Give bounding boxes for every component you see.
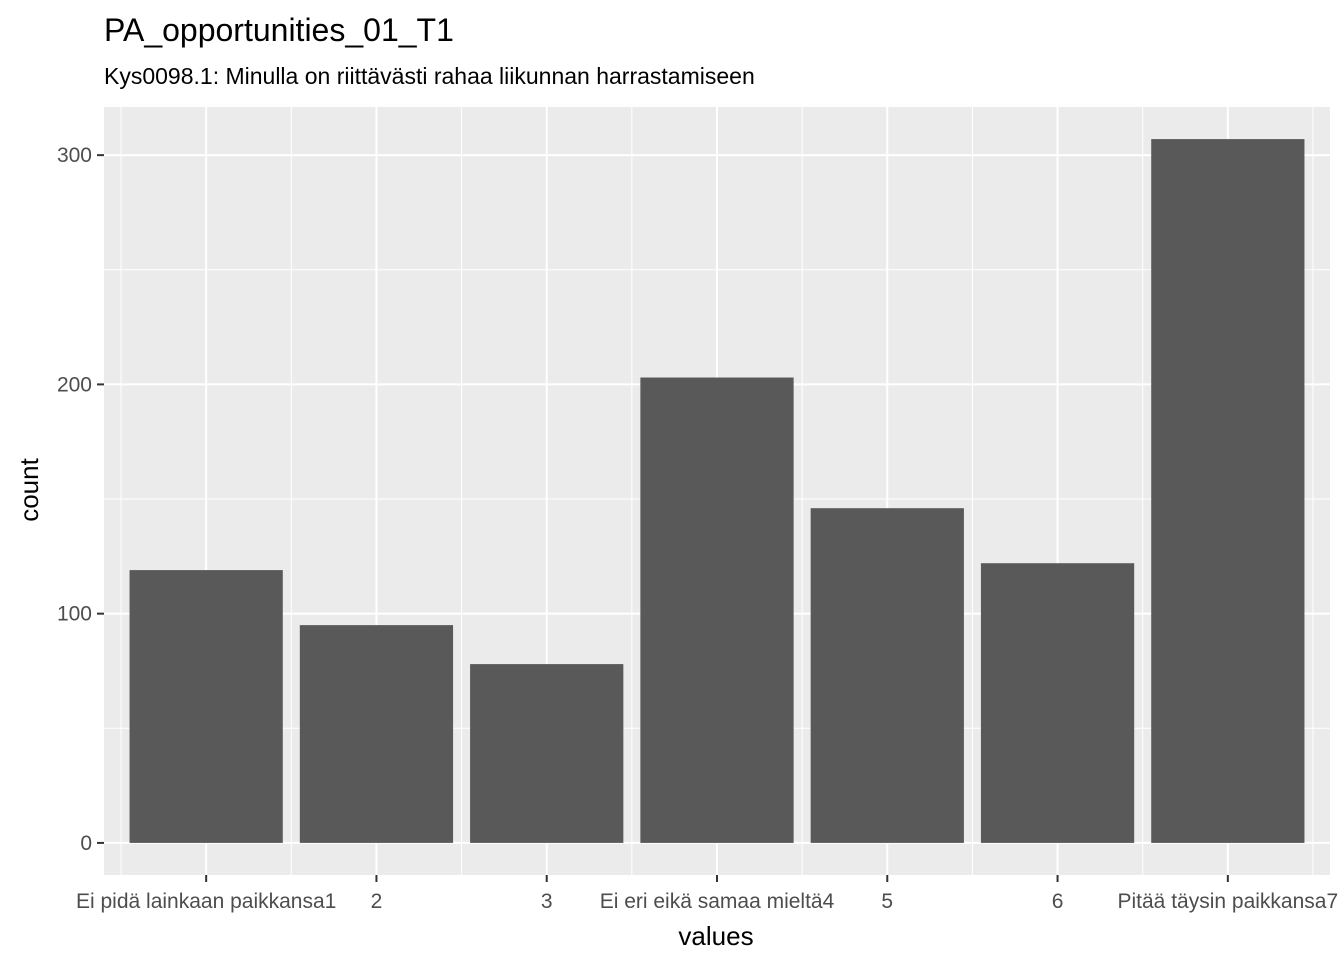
y-tick-label: 100: [57, 603, 92, 626]
x-axis: Ei pidä lainkaan paikkansa1 2 3 Ei eri eikä…: [76, 875, 1338, 913]
y-axis: 0 100 200 300: [57, 144, 104, 855]
chart-title: PA_opportunities_01_T1: [104, 12, 454, 48]
x-tick-label: 6: [1052, 890, 1064, 913]
y-tick-label: 200: [57, 373, 92, 396]
x-tick-label: Ei pidä lainkaan paikkansa1: [76, 890, 336, 913]
y-tick-label: 0: [80, 832, 92, 855]
bar: [470, 664, 624, 843]
bar: [129, 570, 283, 843]
bars-group: [129, 139, 1305, 843]
bar: [810, 508, 964, 843]
bar: [1151, 139, 1305, 843]
y-axis-title: count: [14, 457, 44, 521]
x-tick-label: 5: [881, 890, 893, 913]
x-tick-label: Pitää täysin paikkansa7: [1118, 890, 1339, 913]
x-tick-label: Ei eri eikä samaa mieltä4: [600, 890, 835, 913]
chart-subtitle: Kys0098.1: Minulla on riittävästi rahaa …: [104, 63, 755, 89]
bar: [640, 377, 794, 843]
y-tick-label: 300: [57, 144, 92, 167]
x-axis-title: values: [678, 921, 753, 951]
x-tick-label: 3: [541, 890, 553, 913]
bar: [980, 563, 1135, 843]
x-tick-label: 2: [371, 890, 383, 913]
minor-x-gridlines: [120, 107, 1314, 875]
bar: [299, 625, 454, 843]
